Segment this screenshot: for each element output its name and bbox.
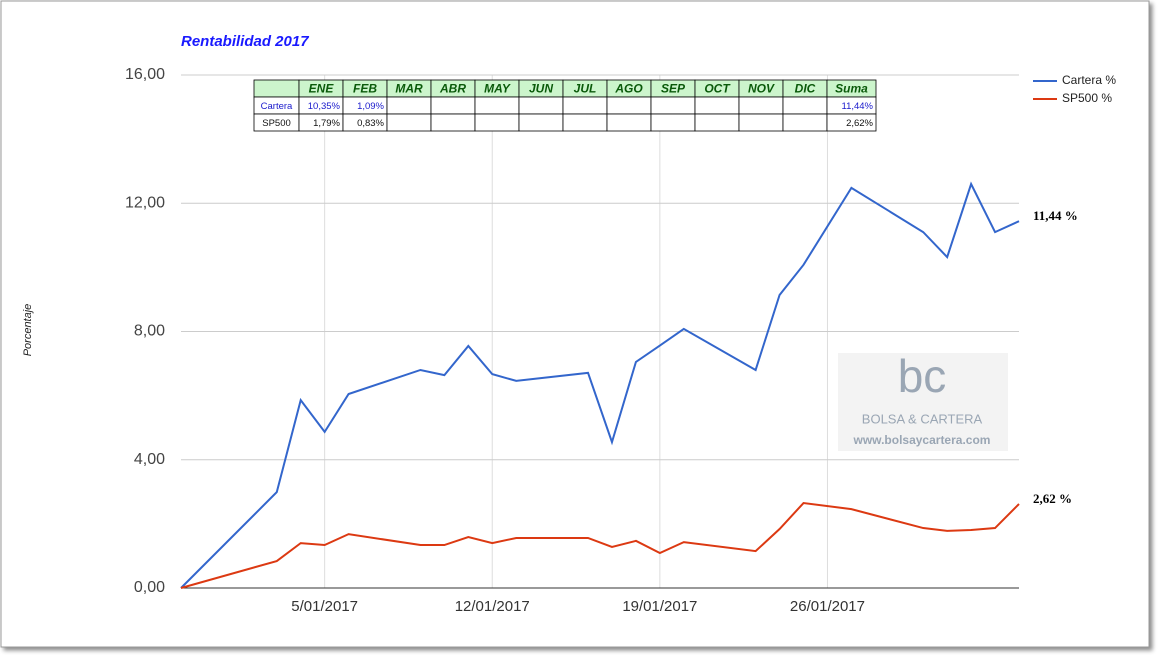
table-header: ENE bbox=[309, 82, 335, 96]
table-value: 2,62% bbox=[846, 118, 873, 129]
value-label: 11,44 % bbox=[1033, 208, 1078, 223]
y-axis-label: Porcentaje bbox=[22, 304, 34, 357]
table-cell bbox=[606, 96, 652, 115]
table-cell bbox=[650, 96, 696, 115]
y-tick-label: 0,00 bbox=[134, 579, 165, 596]
watermark-name: BOLSA & CARTERA bbox=[862, 411, 983, 426]
table-header: NOV bbox=[748, 82, 775, 96]
table-cell bbox=[694, 113, 740, 132]
table-header: JUL bbox=[574, 82, 597, 96]
table-value: 1,79% bbox=[313, 118, 340, 129]
x-tick-label: 5/01/2017 bbox=[291, 598, 358, 615]
table-cell bbox=[386, 113, 432, 132]
table-header: JUN bbox=[529, 82, 553, 96]
table-row-label: Cartera bbox=[261, 101, 293, 112]
y-tick-label: 12,00 bbox=[125, 194, 165, 211]
table-cell bbox=[386, 96, 432, 115]
table-cell bbox=[430, 96, 476, 115]
y-tick-label: 16,00 bbox=[125, 66, 165, 83]
x-tick-label: 12/01/2017 bbox=[455, 598, 530, 615]
table-cell bbox=[562, 96, 608, 115]
y-tick-label: 4,00 bbox=[134, 451, 165, 468]
chart-title: Rentabilidad 2017 bbox=[181, 33, 309, 50]
table-cell bbox=[694, 96, 740, 115]
watermark-logo: bc bbox=[898, 350, 947, 402]
table-header: OCT bbox=[704, 82, 731, 96]
table-cell bbox=[650, 113, 696, 132]
x-tick-label: 26/01/2017 bbox=[790, 598, 865, 615]
table-header: DIC bbox=[795, 82, 816, 96]
series-line bbox=[180, 501, 1020, 589]
table-cell bbox=[518, 96, 564, 115]
watermark-url: www.bolsaycartera.com bbox=[853, 433, 991, 447]
table-value: 11,44% bbox=[841, 101, 873, 112]
legend-label: SP500 % bbox=[1062, 91, 1112, 105]
x-tick-label: 19/01/2017 bbox=[622, 598, 697, 615]
legend-label: Cartera % bbox=[1062, 73, 1116, 87]
summary-table: ENE FEB MAR ABR MAY JUN JUL AGO SEP OCT NOV DIC Suma… bbox=[253, 79, 877, 132]
table-value: 0,83% bbox=[357, 118, 384, 129]
watermark-box bbox=[838, 353, 1008, 451]
table-cell bbox=[782, 96, 828, 115]
table-cell bbox=[562, 113, 608, 132]
table-header: MAR bbox=[395, 82, 423, 96]
table-header: FEB bbox=[353, 82, 377, 96]
table-header: ABR bbox=[439, 82, 466, 96]
table-cell bbox=[826, 113, 877, 132]
table-value: 1,09% bbox=[357, 101, 384, 112]
y-tick-label: 8,00 bbox=[134, 323, 165, 340]
value-label: 2,62 % bbox=[1033, 491, 1072, 506]
table-cell bbox=[474, 113, 520, 132]
grid bbox=[181, 74, 1019, 589]
table-cell bbox=[782, 113, 828, 132]
table-header: Suma bbox=[835, 82, 868, 96]
table-header: MAY bbox=[484, 82, 511, 96]
table-cell bbox=[738, 96, 784, 115]
series-line bbox=[180, 181, 1020, 589]
table-cell bbox=[606, 113, 652, 132]
table-value: 10,35% bbox=[308, 101, 341, 112]
table-row-label: SP500 bbox=[262, 118, 291, 129]
table-cell bbox=[738, 113, 784, 132]
table-header: SEP bbox=[661, 82, 686, 96]
table-header-cell bbox=[253, 79, 300, 98]
table-header: AGO bbox=[614, 82, 643, 96]
table-cell bbox=[474, 96, 520, 115]
table-cell bbox=[518, 113, 564, 132]
table-cell bbox=[430, 113, 476, 132]
watermark: bc BOLSA & CARTERA www.bolsaycartera.com bbox=[838, 350, 1008, 451]
